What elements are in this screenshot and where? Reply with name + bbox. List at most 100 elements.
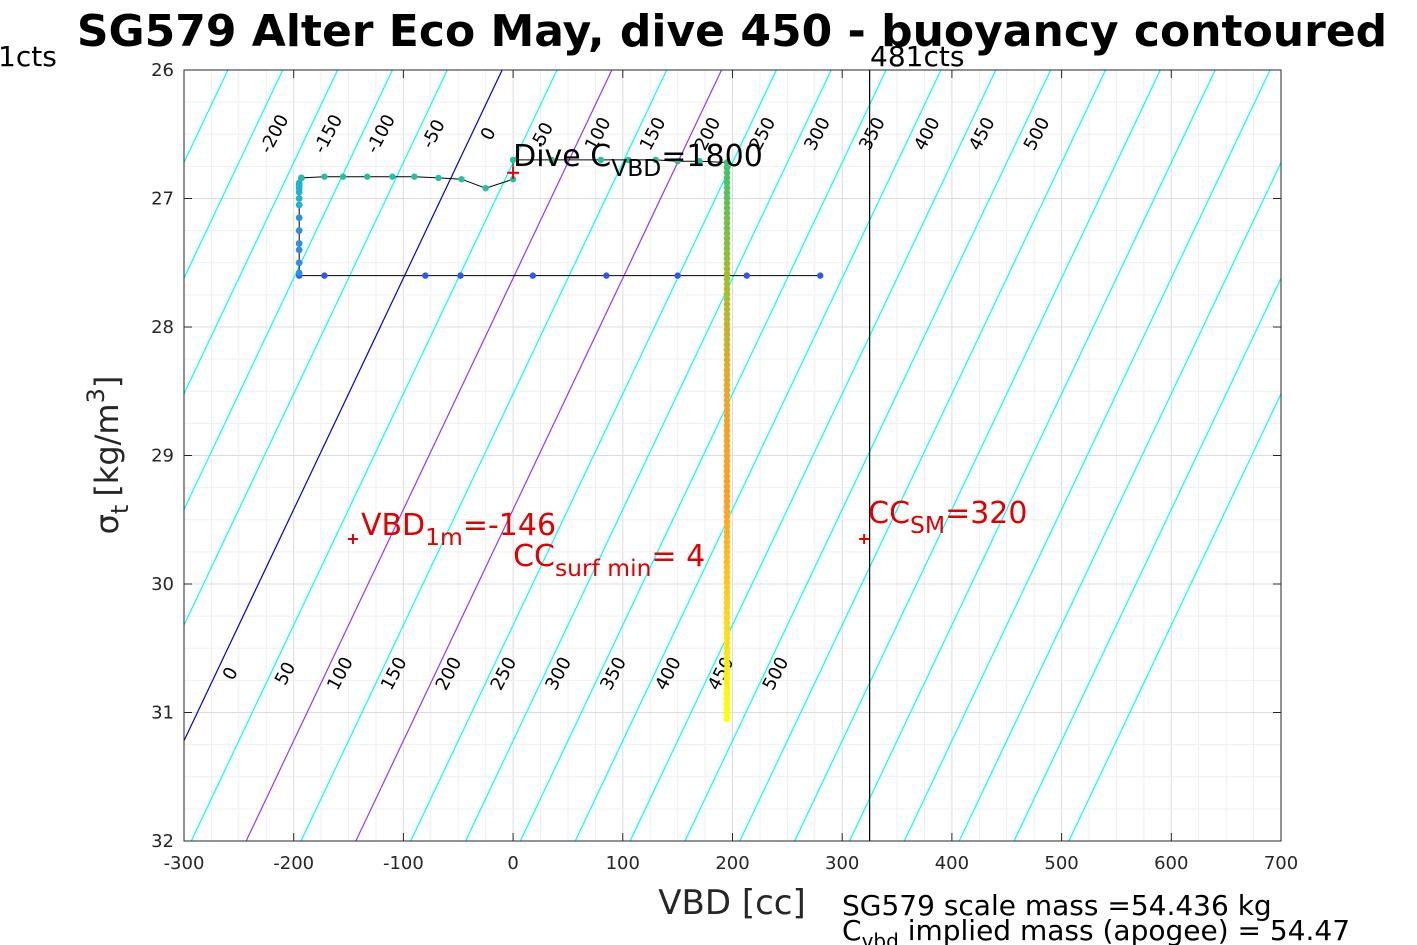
ascent-point <box>723 553 731 561</box>
x-tick-label: 300 <box>825 853 859 874</box>
ascent-point <box>723 204 731 212</box>
x-axis-label: VBD [cc] <box>658 883 806 923</box>
ascent-point <box>723 518 731 525</box>
ascent-point <box>723 629 731 637</box>
contour-line <box>0 70 63 841</box>
footer-implied-mass-main: C <box>842 914 862 945</box>
contour-line <box>0 70 8 841</box>
apogee-point <box>295 214 303 222</box>
apogee-point <box>295 201 303 209</box>
ascent-point <box>723 523 731 531</box>
x-tick-label: 600 <box>1154 853 1188 874</box>
vertical-line-label-left: 1cts <box>0 40 57 73</box>
ascent-point <box>723 594 731 601</box>
x-tick-label: 700 <box>1264 853 1298 874</box>
ascent-point <box>723 300 731 308</box>
apogee-point <box>295 269 303 277</box>
ascent-point <box>723 331 731 338</box>
upper-point <box>339 173 347 180</box>
ascent-point <box>723 189 731 197</box>
cc-sm-label: CCSM=320 <box>868 496 1027 539</box>
ascent-point <box>723 265 731 273</box>
descent-point <box>603 272 610 279</box>
ascent-point <box>723 326 731 333</box>
ascent-point <box>723 179 731 187</box>
ascent-point <box>723 361 731 369</box>
ascent-point <box>723 604 731 611</box>
ascent-point <box>723 275 731 283</box>
ascent-point <box>723 240 731 247</box>
ascent-point <box>723 513 731 520</box>
contour-line <box>519 70 887 841</box>
ascent-point <box>723 442 731 450</box>
descent-point <box>457 272 464 279</box>
x-tick-label: 0 <box>507 853 518 874</box>
footer-scale-mass: SG579 scale mass =54.436 kg <box>842 889 1272 922</box>
contour-line-zero <box>184 70 503 743</box>
ascent-point <box>723 224 731 232</box>
ascent-point <box>723 589 731 596</box>
upper-point <box>363 173 371 180</box>
ascent-point <box>723 508 731 515</box>
ascent-point <box>723 316 731 323</box>
ascent-point <box>723 654 731 662</box>
contour-line <box>958 161 1281 841</box>
annotation-main: CC <box>513 539 555 574</box>
contour-lines <box>0 70 1281 841</box>
x-tick-label: -200 <box>273 853 314 874</box>
contour-line <box>190 70 558 841</box>
ascent-point <box>723 533 731 541</box>
ascent-point <box>723 412 731 419</box>
upper-point <box>625 156 632 164</box>
ascent-point <box>723 199 731 207</box>
contour-line <box>684 70 1052 841</box>
ascent-point <box>723 538 731 546</box>
upper-point <box>482 185 489 192</box>
contour-line <box>794 70 1161 841</box>
y-axis-label-unit: [kg/m <box>88 403 126 496</box>
ascent-point <box>723 584 731 591</box>
footer-implied-mass-tail: implied mass (apogee) = 54.47 <box>899 914 1350 945</box>
apogee-point <box>295 259 303 267</box>
ascent-point <box>723 548 731 556</box>
annotation-tail: =1800 <box>661 139 762 174</box>
ascent-point <box>723 214 731 222</box>
footer-implied-mass: Cvbd implied mass (apogee) = 54.47 <box>842 914 1350 945</box>
apogee-point <box>295 240 303 247</box>
upper-point <box>674 158 681 165</box>
ascent-point <box>723 280 731 288</box>
y-tick-label: 30 <box>151 574 174 595</box>
descent-point <box>674 272 681 279</box>
ascent-point <box>723 209 731 217</box>
ascent-point <box>723 452 731 460</box>
ascent-point <box>723 402 731 409</box>
contour-line <box>574 70 942 841</box>
contour-line <box>410 70 777 841</box>
ascent-point <box>723 250 731 257</box>
ascent-point <box>723 599 731 606</box>
upper-point <box>458 176 465 183</box>
ascent-point <box>723 644 731 652</box>
upper-point <box>411 173 418 180</box>
upper-point <box>389 173 396 180</box>
ascent-point <box>723 609 731 617</box>
ascent-point <box>723 230 731 237</box>
contour-line <box>184 70 339 396</box>
ascent-point <box>723 356 731 364</box>
ascent-point <box>723 685 731 692</box>
dive-tracks <box>295 70 871 841</box>
ascent-point <box>723 710 731 718</box>
ascent-point <box>723 305 731 313</box>
upper-point <box>321 173 328 180</box>
upper-point <box>597 156 605 164</box>
ascent-point <box>723 174 731 181</box>
ascent-point <box>723 417 731 424</box>
ascent-point <box>723 462 731 470</box>
x-tick-label: 200 <box>715 853 749 874</box>
ascent-point <box>723 447 731 455</box>
ascent-point <box>723 634 731 642</box>
ascent-point <box>723 336 731 343</box>
contour-line-highlight <box>245 70 613 841</box>
